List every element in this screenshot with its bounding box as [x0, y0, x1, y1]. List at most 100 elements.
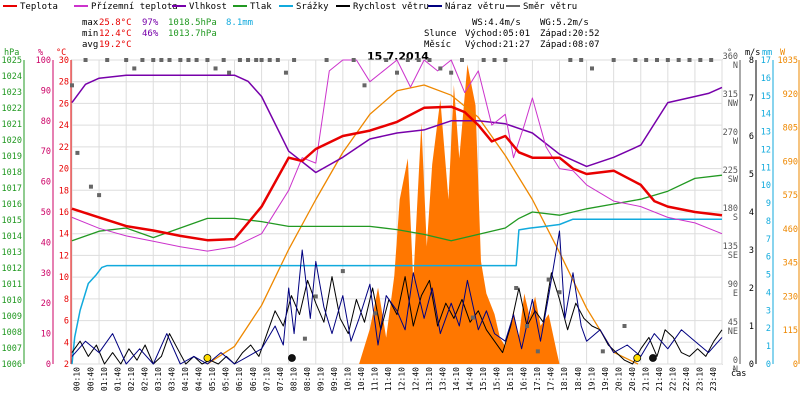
tick-dir: 225 — [723, 166, 738, 176]
direction-point — [709, 58, 714, 62]
direction-point — [132, 66, 137, 71]
tick-time: 17:10 — [533, 367, 542, 391]
info-sun-label: Slunce — [424, 29, 457, 39]
tick-time: 03:40 — [168, 367, 177, 391]
tick-wm2: 115 — [783, 326, 798, 336]
direction-point — [687, 58, 692, 62]
tick-hpa: 1012 — [2, 264, 22, 274]
tick-time: 08:40 — [303, 367, 312, 391]
tick-dir-compass: E — [733, 289, 738, 299]
tick-mm: 4 — [766, 288, 771, 298]
tick-time: 09:10 — [316, 367, 325, 391]
tick-hpa: 1013 — [2, 248, 22, 258]
tick-hpa: 1017 — [2, 184, 22, 194]
stat-max-pres: 1018.5hPa — [168, 18, 217, 28]
tick-ms: 5 — [749, 170, 754, 180]
tick-dir: 180 — [723, 204, 738, 214]
legend-label-humidity: Vlhkost — [189, 2, 227, 12]
direction-point — [267, 58, 272, 62]
tick-pct: 20 — [41, 299, 51, 309]
plot-area: 1006100710081009101010111012101310141015… — [2, 52, 800, 391]
tick-time: 13:10 — [425, 367, 434, 391]
tick-dir: 90 — [728, 280, 738, 290]
tick-temp: 2 — [64, 360, 69, 370]
direction-point — [70, 83, 74, 88]
tick-pct: 60 — [41, 178, 51, 188]
direction-point — [194, 58, 199, 62]
tick-hpa: 1011 — [2, 280, 22, 290]
stat-max-rain: 8.1mm — [226, 18, 253, 28]
tick-dir-compass: SW — [728, 175, 739, 185]
tick-temp: 28 — [59, 78, 69, 88]
tick-time: 14:10 — [452, 367, 461, 391]
tick-time: 07:10 — [262, 367, 271, 391]
series-wind-speed — [71, 272, 723, 365]
tick-dir-compass: N — [733, 365, 738, 375]
direction-point — [140, 58, 145, 62]
tick-pct: 0 — [46, 360, 51, 370]
tick-time: 16:10 — [506, 367, 515, 391]
direction-point — [698, 58, 703, 62]
tick-temp: 14 — [59, 230, 69, 240]
tick-pct: 90 — [41, 86, 51, 96]
direction-point — [590, 66, 594, 71]
tick-wm2: 920 — [783, 90, 798, 100]
tick-dir-compass: N — [733, 61, 738, 71]
direction-point — [427, 58, 432, 62]
tick-mm: 17 — [761, 56, 771, 66]
direction-point — [105, 58, 110, 62]
marker-moonrise — [649, 354, 657, 362]
direction-point — [622, 324, 627, 328]
direction-point — [151, 58, 156, 62]
tick-mm: 12 — [761, 145, 771, 155]
direction-point — [676, 58, 681, 62]
stat-min-temp: 12.4°C — [99, 29, 132, 39]
tick-time: 10:10 — [344, 367, 353, 391]
legend-label-wind-speed: Rychlost větru — [353, 2, 429, 12]
tick-hpa: 1023 — [2, 88, 22, 98]
direction-point — [340, 269, 345, 274]
tick-time: 00:40 — [86, 367, 95, 391]
direction-point — [75, 150, 80, 155]
direction-point — [644, 58, 649, 62]
tick-mm: 8 — [766, 217, 771, 227]
direction-point — [481, 58, 486, 62]
tick-dir: 315 — [723, 90, 738, 100]
direction-point — [186, 58, 191, 62]
tick-ms: 3 — [749, 246, 754, 256]
tick-time: 05:10 — [208, 367, 217, 391]
tick-time: 02:10 — [127, 367, 136, 391]
tick-time: 22:10 — [669, 367, 678, 391]
tick-temp: 22 — [59, 143, 69, 153]
direction-point — [351, 58, 356, 62]
axis-unit-hpa: hPa — [4, 48, 19, 58]
direction-point — [611, 58, 616, 62]
direction-point — [395, 70, 399, 75]
tick-temp: 30 — [59, 56, 69, 66]
direction-point — [470, 315, 475, 320]
grid — [71, 59, 723, 365]
legend-item-feels-like: Přízemní teplota — [74, 2, 178, 12]
tick-mm: 6 — [766, 253, 771, 263]
tick-temp: 24 — [59, 121, 69, 131]
tick-mm: 10 — [761, 181, 771, 191]
tick-time: 20:10 — [614, 367, 623, 391]
tick-ms: 2 — [749, 284, 754, 294]
tick-mm: 9 — [766, 199, 771, 209]
tick-time: 05:40 — [222, 367, 231, 391]
tick-wm2: 230 — [783, 292, 798, 302]
legend-item-direction: Směr větru — [506, 2, 577, 12]
tick-wm2: 345 — [783, 259, 798, 269]
tick-time: 18:10 — [560, 367, 569, 391]
direction-point — [535, 349, 540, 354]
direction-point — [405, 58, 410, 62]
tick-dir: 135 — [723, 242, 738, 252]
axis-unit-dir: ° — [727, 48, 732, 58]
direction-point — [313, 294, 318, 299]
info-ws: WS:4.4m/s — [472, 18, 521, 28]
tick-time: 19:40 — [601, 367, 610, 391]
tick-temp: 20 — [59, 165, 69, 175]
tick-time: 10:40 — [357, 367, 366, 391]
stat-min-hum: 46% — [142, 29, 159, 39]
